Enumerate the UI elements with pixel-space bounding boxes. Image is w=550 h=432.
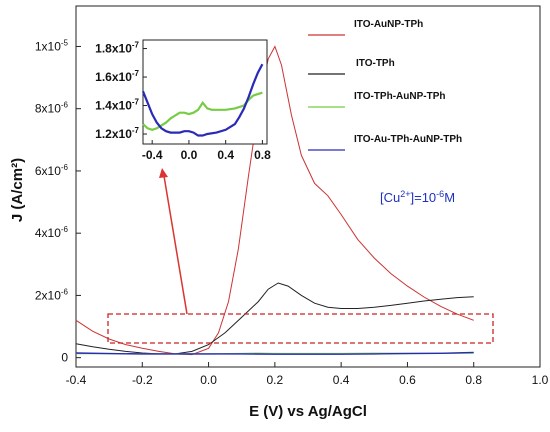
inset-y-tick-label-exp: -7 <box>132 41 140 50</box>
inset-y-tick-label-base: 1.6x10 <box>95 70 132 84</box>
x-tick-label: 0.2 <box>267 373 284 387</box>
x-tick-label: 1.0 <box>532 373 549 387</box>
inset-y-tick-label: 1.8x10-7 <box>95 41 139 56</box>
main-plot-frame <box>75 5 541 368</box>
inset-y-tick-label: 1.6x10-7 <box>95 69 139 84</box>
inset-y-tick-label: 1.4x10-7 <box>95 98 139 113</box>
x-tick-label: 0.4 <box>333 373 350 387</box>
inset-y-tick-label-base: 1.2x10 <box>95 127 132 141</box>
x-tick-label: -0.4 <box>66 373 87 387</box>
annotation-exp: -6 <box>436 189 444 199</box>
concentration-annotation: [Cu2+]=10-6M <box>380 189 455 205</box>
y-tick-label: 2x10-6 <box>35 287 69 302</box>
inset-y-tick-label: 1.2x10-7 <box>95 126 139 141</box>
y-tick-label-base: 6x10 <box>35 164 61 178</box>
inset-y-tick-label-base: 1.4x10 <box>95 99 132 113</box>
inset-ticks: -0.4 0.0 0.4 0.81.2x10-71.4x10-71.6x10-71.8… <box>95 41 271 162</box>
y-tick-label: 4x10-6 <box>35 225 69 240</box>
y-tick-label-exp: -6 <box>61 101 69 110</box>
y-tick-label-base: 4x10 <box>35 226 61 240</box>
inset-y-tick-label-exp: -7 <box>132 126 140 135</box>
y-tick-label-exp: -6 <box>61 287 69 296</box>
zoom-region-box <box>107 313 494 344</box>
y-tick-label: 1x10-5 <box>35 38 69 53</box>
x-tick-label: 0.6 <box>399 373 416 387</box>
legend: ITO-AuNP-TPh ITO-TPh ITO-TPh-AuNP-TPh ITO-A… <box>308 19 462 151</box>
main-series <box>75 45 474 356</box>
y-tick-label: 6x10-6 <box>35 163 69 178</box>
x-tick-label: 0.0 <box>200 373 217 387</box>
zoom-arrow-line <box>163 175 188 315</box>
legend-label-0: ITO-AuNP-TPh <box>354 19 423 30</box>
annotation-suffix: M <box>444 190 455 205</box>
inset-y-tick-label-exp: -7 <box>132 98 140 107</box>
x-axis-label: E (V) vs Ag/AgCl <box>249 403 367 420</box>
inset-x-tick-label: 0.0 <box>181 148 198 162</box>
inset-y-tick-label-exp: -7 <box>132 69 140 78</box>
x-tick-label: -0.2 <box>132 373 153 387</box>
legend-label-3: ITO-Au-TPh-AuNP-TPh <box>354 134 462 145</box>
inset-x-tick-label: 0.8 <box>254 148 271 162</box>
inset-series <box>141 63 264 137</box>
inset-x-tick-label: -0.4 <box>142 148 163 162</box>
y-tick-label-exp: -5 <box>61 38 69 47</box>
y-tick-label-base: 1x10 <box>35 39 61 53</box>
inset-x-tick-label: 0.4 <box>217 148 234 162</box>
x-tick-label: 0.8 <box>465 373 482 387</box>
y-tick-label: 0 <box>61 351 68 365</box>
y-tick-label-exp: -6 <box>61 163 69 172</box>
y-axis-label: J (A/cm²) <box>9 158 26 222</box>
y-tick-label-exp: -6 <box>61 225 69 234</box>
legend-label-1: ITO-TPh <box>356 58 395 69</box>
inset-series-line-1 <box>141 63 264 137</box>
y-tick-label-base: 0 <box>61 351 68 365</box>
series-line-0 <box>75 45 474 356</box>
inset-plot-background <box>143 40 267 144</box>
annotation-mid: ]=10 <box>411 190 437 205</box>
zoom-arrow-head <box>159 168 168 178</box>
legend-label-2: ITO-TPh-AuNP-TPh <box>354 91 445 102</box>
inset-y-tick-label-base: 1.8x10 <box>95 42 132 56</box>
y-tick-label-base: 8x10 <box>35 102 61 116</box>
y-tick-label-base: 2x10 <box>35 288 61 302</box>
series-line-3 <box>75 351 474 355</box>
annotation-prefix: [Cu <box>380 190 400 205</box>
y-tick-label: 8x10-6 <box>35 101 69 116</box>
main-ticks: -0.4 -0.2 0.0 0.2 0.4 0.6 0.8 1.002x10-64x10-66… <box>35 38 549 387</box>
annotation-sup: 2+ <box>400 189 410 199</box>
